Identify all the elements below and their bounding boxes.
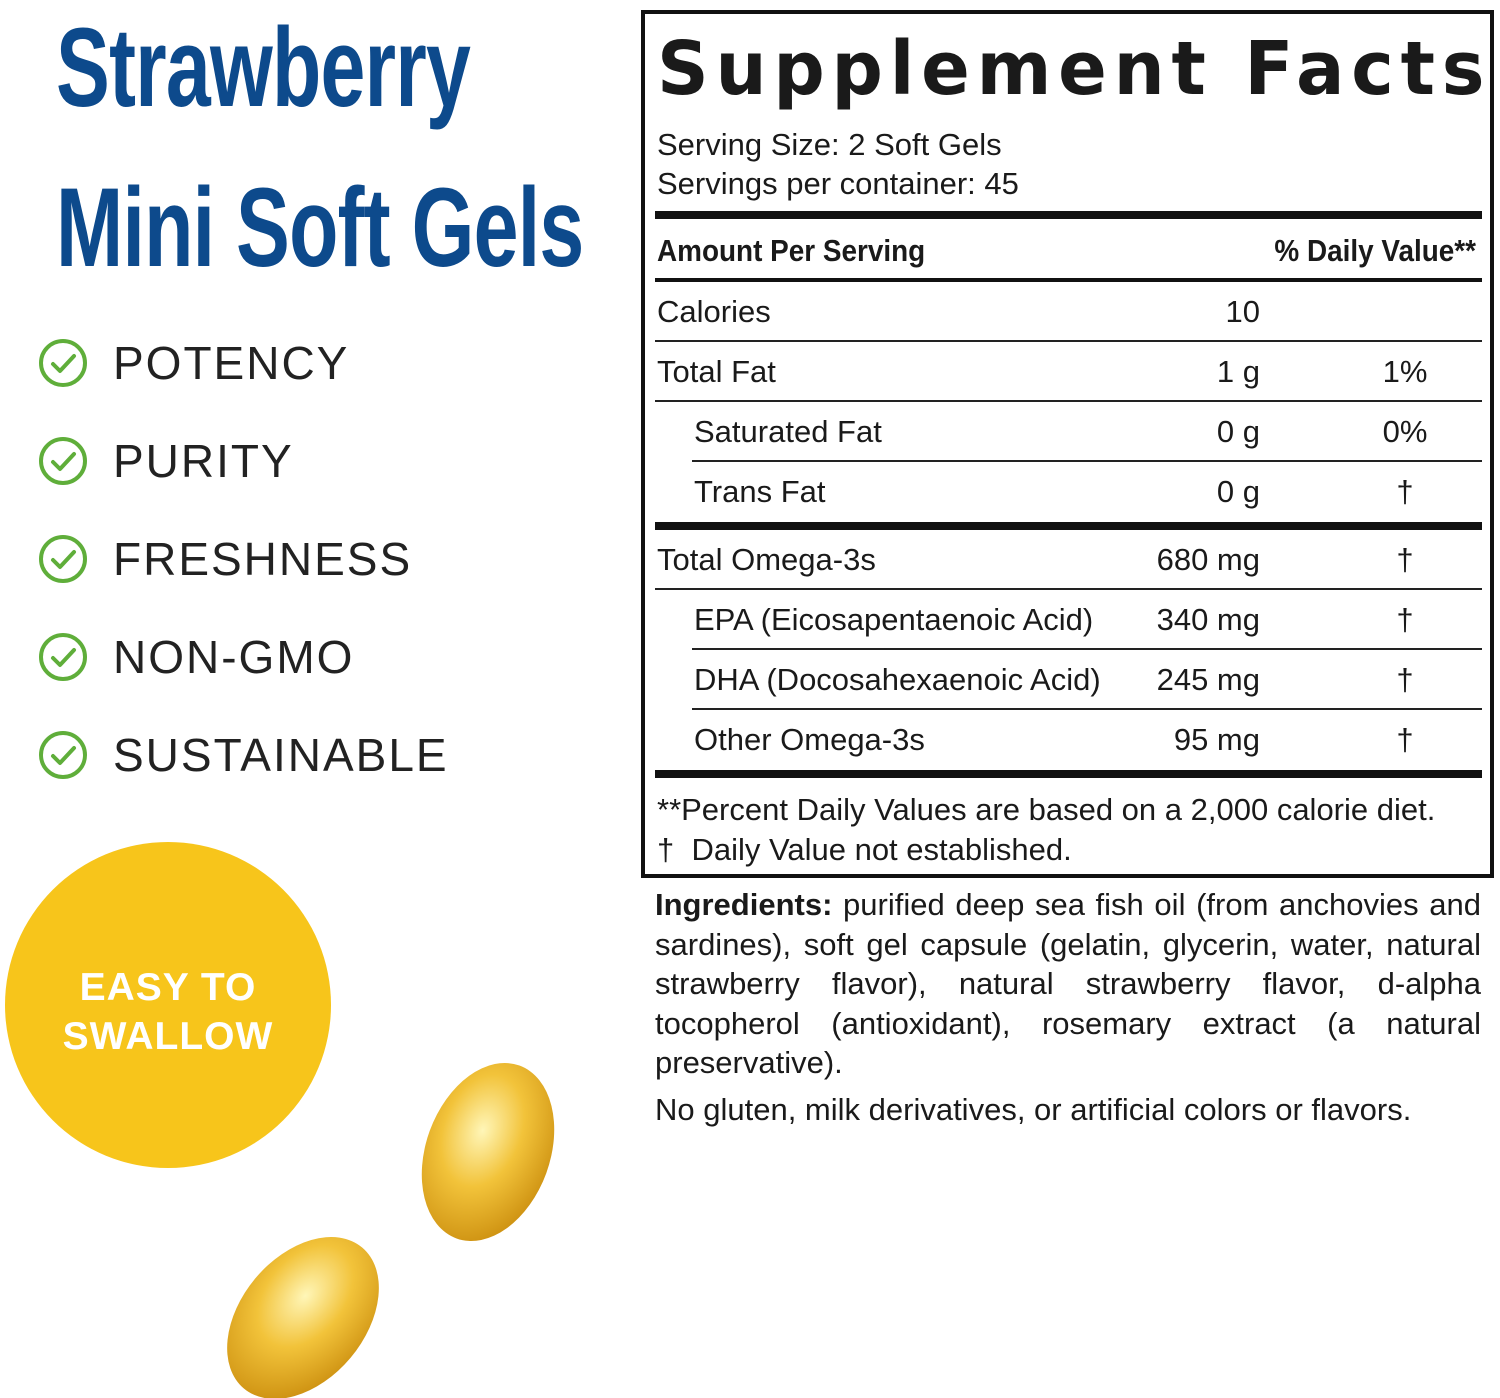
badge-text: EASY TO xyxy=(79,966,257,1009)
footnotes: **Percent Daily Values are based on a 2,… xyxy=(657,790,1435,870)
check-icon xyxy=(39,437,87,485)
facts-row: EPA (Eicosapentaenoic Acid) 340 mg † xyxy=(692,590,1482,650)
nutrient: Calories xyxy=(657,294,771,329)
daily-value: 1% xyxy=(1382,354,1428,389)
feature: PURITY xyxy=(113,435,294,487)
badge-text: SWALLOW xyxy=(62,1015,274,1058)
amount: 340 mg xyxy=(1156,602,1260,637)
soft-gel xyxy=(227,1237,379,1398)
footnote: † Daily Value not established. xyxy=(657,832,1072,867)
title-line: Mini Soft Gels xyxy=(56,165,584,290)
check-icon xyxy=(39,535,87,583)
facts-rows: Calories 10 Total Fat 1 g 1% Saturated Fat 0 g… xyxy=(655,282,1482,778)
badge-circle xyxy=(5,842,331,1168)
feature: SUSTAINABLE xyxy=(113,729,449,781)
facts-row: Saturated Fat 0 g 0% xyxy=(692,402,1482,462)
facts-section: Total Omega-3s 680 mg † EPA (Eicosapentaeno… xyxy=(655,530,1482,778)
dv-header: % Daily Value** xyxy=(1274,233,1476,268)
facts-row: Total Omega-3s 680 mg † xyxy=(655,530,1482,590)
amount: 680 mg xyxy=(1156,542,1260,577)
nutrient: DHA (Docosahexaenoic Acid) xyxy=(694,662,1101,697)
title-line: Strawberry xyxy=(56,5,471,130)
rule xyxy=(655,278,1482,282)
ingredients: Ingredients: purified deep sea fish oil … xyxy=(655,885,1481,1083)
daily-value: 0% xyxy=(1382,414,1428,449)
thick-rule xyxy=(655,211,1482,219)
feature: NON-GMO xyxy=(113,631,355,683)
facts-section: Calories 10 Total Fat 1 g 1% Saturated Fat 0 g… xyxy=(655,282,1482,530)
daily-value: † xyxy=(1396,722,1414,757)
daily-value: † xyxy=(1396,602,1414,637)
supplement-facts: Supplement Facts Serving Size: 2 Soft Ge… xyxy=(641,10,1494,878)
nutrient: Total Omega-3s xyxy=(657,542,876,577)
daily-value: † xyxy=(1396,662,1414,697)
check-icon xyxy=(39,633,87,681)
ingredients-label: Ingredients: xyxy=(655,887,833,922)
facts-title: Supplement Facts xyxy=(657,26,1492,112)
ingredients-text: purified deep sea fish oil (from anchovi… xyxy=(655,887,1481,1080)
nutrient: Other Omega-3s xyxy=(694,722,925,757)
check-icon xyxy=(39,339,87,387)
servings-per-container: Servings per container: 45 xyxy=(657,166,1019,201)
feature: FRESHNESS xyxy=(113,533,413,585)
check-icon xyxy=(39,731,87,779)
amount: 95 mg xyxy=(1173,722,1260,757)
facts-row: DHA (Docosahexaenoic Acid) 245 mg † xyxy=(692,650,1482,710)
nutrient: EPA (Eicosapentaenoic Acid) xyxy=(694,602,1094,637)
daily-value: † xyxy=(1396,542,1414,577)
amount-header: Amount Per Serving xyxy=(657,233,926,268)
amount: 245 mg xyxy=(1156,662,1260,697)
nutrient: Trans Fat xyxy=(694,474,826,509)
note: No gluten, milk derivatives, or artifici… xyxy=(655,1092,1412,1127)
daily-value: † xyxy=(1396,474,1414,509)
soft-gel xyxy=(421,1062,555,1242)
facts-row: Total Fat 1 g 1% xyxy=(655,342,1482,402)
amount: 1 g xyxy=(1216,354,1260,389)
footnote: **Percent Daily Values are based on a 2,… xyxy=(657,792,1436,827)
feature: POTENCY xyxy=(113,337,350,389)
facts-row: Trans Fat 0 g † xyxy=(692,462,1482,522)
facts-row: Calories 10 xyxy=(655,282,1482,342)
serving-size: Serving Size: 2 Soft Gels xyxy=(657,127,1002,162)
amount: 10 xyxy=(1225,294,1260,329)
amount: 0 g xyxy=(1216,414,1260,449)
nutrient: Total Fat xyxy=(657,354,776,389)
facts-row: Other Omega-3s 95 mg † xyxy=(692,710,1482,770)
decoration xyxy=(5,842,555,1398)
amount: 0 g xyxy=(1216,474,1260,509)
nutrient: Saturated Fat xyxy=(694,414,882,449)
